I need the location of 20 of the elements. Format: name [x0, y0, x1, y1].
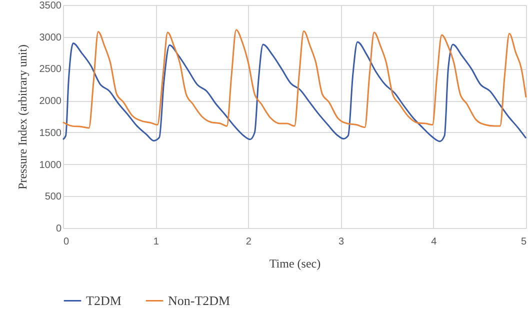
y-tick-label: 1500: [39, 128, 62, 139]
line-series: [62, 41, 527, 142]
legend-label: Non-T2DM: [168, 292, 231, 308]
x-tick-label: 4: [431, 236, 438, 248]
y-tick-label: 3000: [39, 32, 62, 44]
x-tick-label: 0: [64, 236, 70, 248]
x-tick-label: 3: [338, 236, 345, 248]
y-tick-label: 1000: [39, 160, 62, 171]
y-tick-label: 500: [44, 192, 62, 203]
x-axis-title: Time (sec): [269, 256, 321, 270]
y-axis-title: Pressure Index (arbitrary unit): [15, 44, 30, 190]
x-tick-label: 5: [520, 236, 527, 248]
y-tick-label: 3500: [39, 0, 62, 12]
x-tick-label: 1: [153, 236, 160, 248]
line-series: [62, 29, 527, 129]
y-tick-label: 2500: [39, 64, 62, 76]
legend-label: T2DM: [86, 292, 122, 308]
x-tick-label: 2: [246, 236, 252, 248]
y-tick-label: 0: [56, 224, 62, 234]
y-tick-label: 2000: [39, 96, 62, 108]
